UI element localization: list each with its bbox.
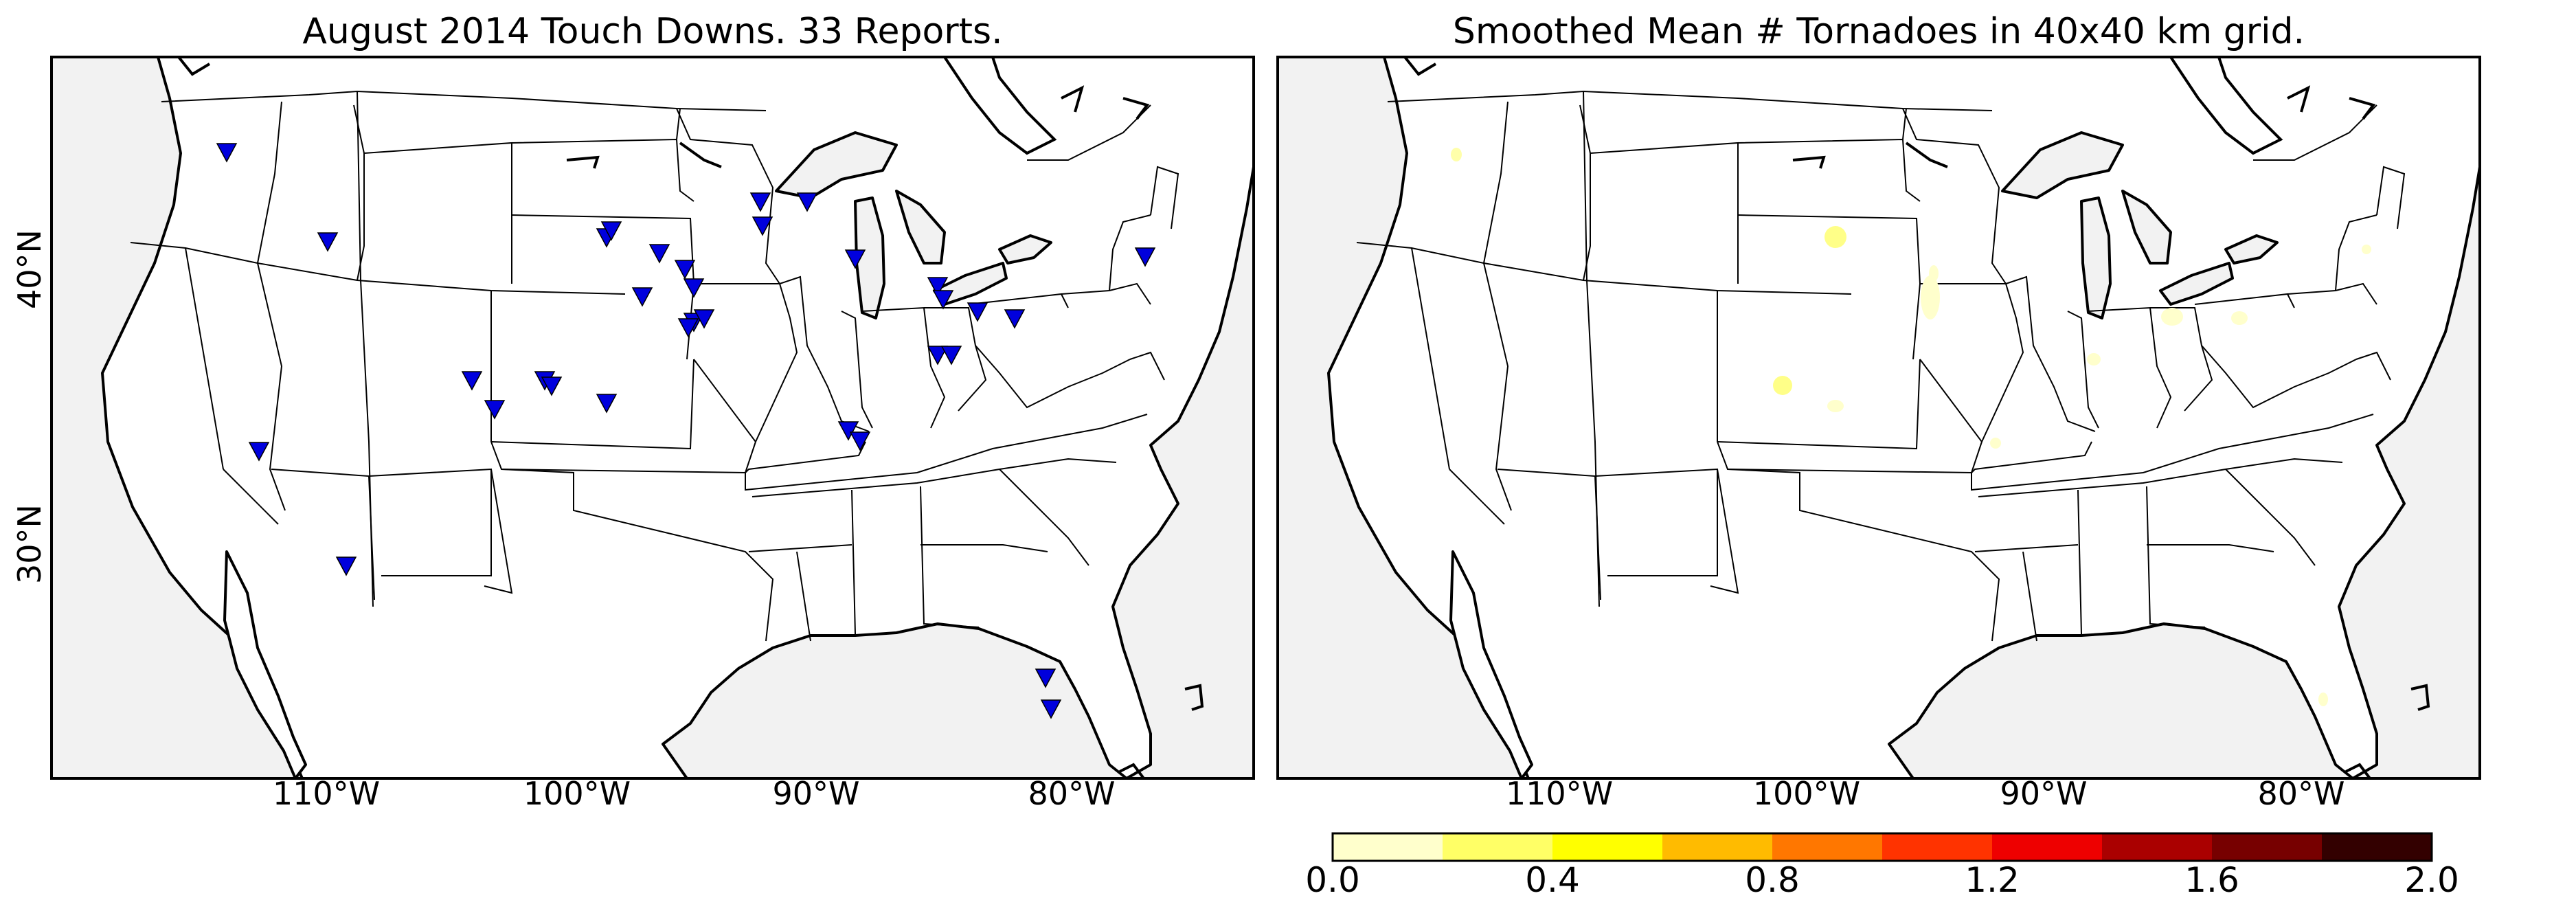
density-blob [2362, 245, 2371, 254]
right-map-geography [1276, 56, 2481, 780]
left-map-title: August 2014 Touch Downs. 33 Reports. [302, 11, 1003, 52]
colorbar [1331, 832, 2433, 862]
density-blob [1921, 275, 1940, 319]
density-blob [2318, 693, 2328, 706]
colorbar-frame [1331, 832, 2433, 862]
colorbar-segment [2322, 833, 2432, 861]
colorbar-segment [1333, 833, 1443, 861]
colorbar-segment [1552, 833, 1663, 861]
density-blob [2087, 353, 2101, 365]
left-xtick-80w: 80°W [1028, 775, 1116, 812]
colorbar-segment [1662, 833, 1773, 861]
density-blob [1990, 438, 2001, 449]
colorbar-segment [1772, 833, 1883, 861]
colorbar-segments [1333, 833, 2432, 861]
right-map-panel [1276, 56, 2481, 780]
density-blob [2161, 308, 2183, 326]
left-map-geography [50, 56, 1255, 780]
colorbar-segment [1992, 833, 2103, 861]
left-map-panel [50, 56, 1255, 780]
density-blob [1773, 376, 1792, 395]
density-blob [1451, 148, 1462, 161]
right-map-title: Smoothed Mean # Tornadoes in 40x40 km gr… [1452, 11, 2305, 52]
colorbar-segment [2212, 833, 2323, 861]
density-blob [1827, 400, 1844, 412]
density-blob [1824, 226, 1846, 248]
left-map-frame [50, 56, 1255, 780]
left-xtick-110w: 110°W [272, 775, 381, 812]
right-xtick-100w: 100°W [1752, 775, 1861, 812]
right-xtick-110w: 110°W [1505, 775, 1614, 812]
left-xtick-90w: 90°W [772, 775, 860, 812]
colorbar-segment [1882, 833, 1993, 861]
density-blob [2231, 311, 2248, 325]
right-xtick-80w: 80°W [2257, 775, 2345, 812]
right-map-frame [1276, 56, 2481, 780]
density-blob [1929, 265, 1939, 282]
smoothed-density-field [1451, 148, 2371, 706]
left-xtick-100w: 100°W [523, 775, 631, 812]
colorbar-segment [2102, 833, 2213, 861]
right-xtick-90w: 90°W [2000, 775, 2088, 812]
colorbar-segment [1443, 833, 1553, 861]
